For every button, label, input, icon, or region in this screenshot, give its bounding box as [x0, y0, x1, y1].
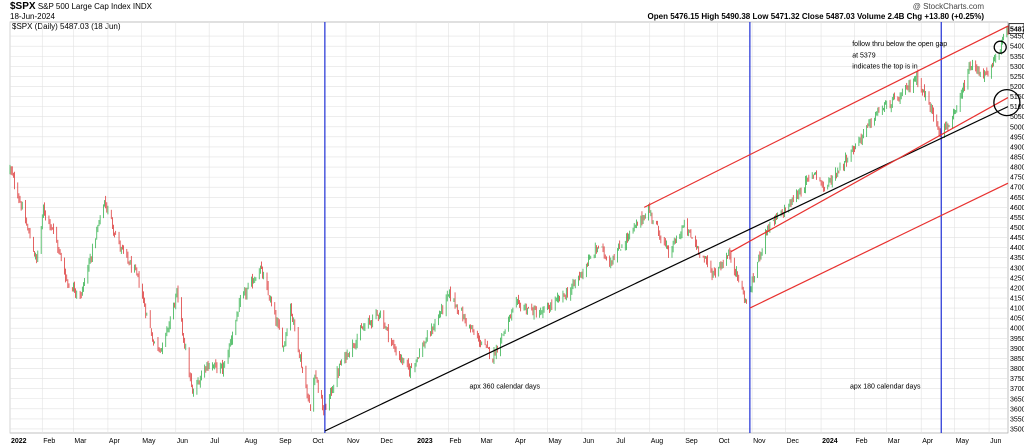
x-tick-label: Jun: [990, 438, 1001, 445]
last-price-label: 5487.03: [1010, 27, 1024, 34]
y-tick-label: 4400: [1010, 245, 1024, 252]
x-tick-label: Jul: [616, 438, 625, 445]
y-tick-label: 5400: [1010, 44, 1024, 51]
y-tick-label: 3900: [1010, 346, 1024, 353]
annotation-text: at 5379: [852, 52, 875, 59]
annotation-text: follow thru below the open gap: [852, 41, 947, 48]
y-tick-label: 5250: [1010, 74, 1024, 81]
x-tick-label: Oct: [719, 438, 730, 445]
series-legend: $SPX (Daily) 5487.03 (18 Jun): [12, 22, 121, 31]
highlight-circle: [993, 88, 1021, 117]
candles: [9, 25, 1009, 416]
x-tick-label: Apr: [922, 438, 934, 445]
y-tick-label: 5000: [1010, 124, 1024, 131]
x-tick-label: Aug: [245, 438, 258, 445]
exchange: INDX: [132, 2, 152, 11]
y-tick-label: 5100: [1010, 104, 1024, 111]
annotation-text: indicates the top is in: [852, 63, 917, 70]
x-tick-label: Dec: [786, 438, 799, 445]
grid: [9, 21, 1009, 434]
y-tick-label: 5450: [1010, 34, 1024, 41]
ohlc-readout: Open 5476.15 High 5490.38 Low 5471.32 Cl…: [647, 12, 984, 21]
last-price-box: [1008, 23, 1024, 35]
y-tick-label: 4450: [1010, 235, 1024, 242]
symbol: $SPX: [10, 1, 36, 12]
x-tick-label: Jul: [210, 438, 219, 445]
x-tick-label: Feb: [43, 438, 55, 445]
x-tick-label: 2024: [822, 438, 838, 445]
y-tick-label: 4300: [1010, 265, 1024, 272]
symbol-title: $SPX S&P 500 Large Cap Index INDX: [10, 1, 152, 12]
y-tick-label: 5300: [1010, 64, 1024, 71]
x-tick-label: Nov: [753, 438, 766, 445]
y-tick-label: 4550: [1010, 215, 1024, 222]
x-tick-label: Apr: [109, 438, 121, 445]
y-tick-label: 4700: [1010, 185, 1024, 192]
channel-line: [730, 97, 1009, 253]
x-tick-label: May: [956, 438, 970, 445]
x-tick-label: May: [142, 438, 156, 445]
channel-line: [643, 25, 1009, 208]
x-tick-label: Aug: [651, 438, 664, 445]
y-tick-label: 5050: [1010, 114, 1024, 121]
chart-date: 18-Jun-2024: [10, 12, 55, 21]
x-tick-label: Oct: [313, 438, 324, 445]
x-tick-label: Apr: [515, 438, 527, 445]
y-tick-label: 4950: [1010, 134, 1024, 141]
y-tick-label: 3650: [1010, 396, 1024, 403]
x-tick-label: Jun: [177, 438, 188, 445]
y-tick-label: 4650: [1010, 195, 1024, 202]
y-tick-label: 5150: [1010, 94, 1024, 101]
support-trendline: [324, 106, 1009, 432]
y-tick-label: 4100: [1010, 306, 1024, 313]
x-tick-label: Nov: [347, 438, 360, 445]
annotation-text: apx 360 calendar days: [470, 384, 541, 391]
y-tick-label: 4750: [1010, 175, 1024, 182]
y-tick-label: 3500: [1010, 426, 1024, 433]
y-tick-label: 3850: [1010, 356, 1024, 363]
x-tick-label: Sep: [279, 438, 292, 445]
x-tick-label: Mar: [74, 438, 87, 445]
x-tick-label: Sep: [685, 438, 698, 445]
y-tick-label: 4800: [1010, 165, 1024, 172]
copyright: @ StockCharts.com: [912, 2, 984, 11]
y-tick-label: 4900: [1010, 144, 1024, 151]
y-tick-label: 4600: [1010, 205, 1024, 212]
x-tick-label: Dec: [380, 438, 393, 445]
y-tick-label: 4150: [1010, 296, 1024, 303]
x-tick-label: Feb: [449, 438, 461, 445]
y-tick-label: 4050: [1010, 316, 1024, 323]
annotation-text: apx 180 calendar days: [850, 384, 921, 391]
y-tick-label: 5200: [1010, 84, 1024, 91]
y-tick-label: 4200: [1010, 285, 1024, 292]
axis-labels: 3500 3550 3600 3650 3700 3750 3800 3850 3900 3950…: [11, 23, 1024, 445]
x-tick-label: Mar: [888, 438, 901, 445]
y-tick-label: 3950: [1010, 336, 1024, 343]
y-tick-label: 3700: [1010, 386, 1024, 393]
y-tick-label: 3750: [1010, 376, 1024, 383]
y-tick-label: 4350: [1010, 255, 1024, 262]
y-tick-label: 4000: [1010, 326, 1024, 333]
x-tick-label: May: [548, 438, 562, 445]
annotations: apx 360 calendar days apx 180 calendar da…: [470, 41, 948, 391]
x-tick-label: Mar: [481, 438, 494, 445]
y-tick-label: 4500: [1010, 225, 1024, 232]
x-tick-label: 2022: [11, 438, 27, 445]
x-tick-label: Feb: [855, 438, 867, 445]
y-tick-label: 5350: [1010, 54, 1024, 61]
channel-line: [749, 182, 1009, 309]
highlight-circle: [993, 40, 1007, 54]
y-tick-label: 4850: [1010, 154, 1024, 161]
x-tick-label: Jun: [583, 438, 594, 445]
y-tick-label: 3600: [1010, 406, 1024, 413]
y-tick-label: 3800: [1010, 366, 1024, 373]
y-tick-label: 3550: [1010, 416, 1024, 423]
index-name: S&P 500 Large Cap Index: [37, 2, 131, 11]
x-tick-label: 2023: [417, 438, 433, 445]
y-tick-label: 4250: [1010, 275, 1024, 282]
trendlines: [324, 22, 1021, 433]
